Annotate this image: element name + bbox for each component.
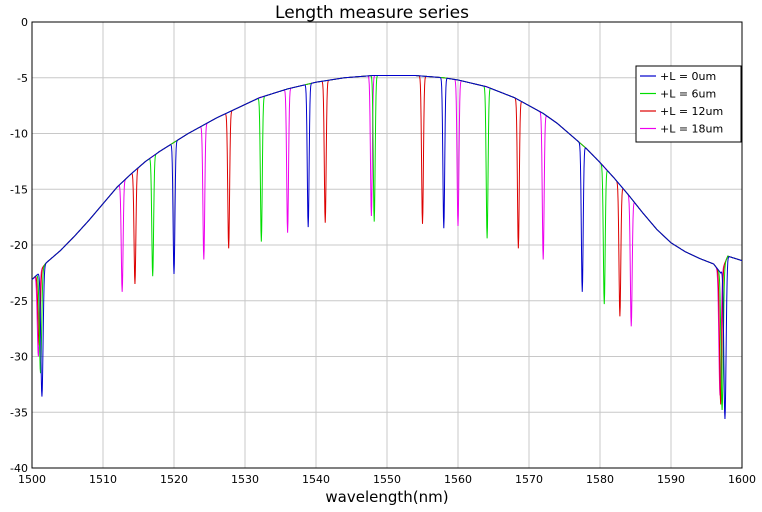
y-tick-labels: 0 -5 -10 -15 -20 -25 -30 -35 -40 [10, 16, 28, 475]
y-tick-label: -20 [10, 239, 28, 252]
legend-entry: +L = 6um [660, 88, 716, 101]
y-tick-label: 0 [21, 16, 28, 29]
y-tick-label: -10 [10, 128, 28, 141]
x-tick-label: 1570 [515, 473, 543, 486]
y-tick-label: -40 [10, 462, 28, 475]
x-tick-label: 1540 [302, 473, 330, 486]
y-tick-label: -35 [10, 406, 28, 419]
y-tick-label: -30 [10, 351, 28, 364]
y-tick-label: -25 [10, 295, 28, 308]
legend-entry: +L = 12um [660, 105, 723, 118]
x-tick-label: 1580 [586, 473, 614, 486]
series-line-0 [31, 75, 743, 419]
x-axis-label: wavelength(nm) [325, 488, 448, 506]
y-tick-label: -15 [10, 183, 28, 196]
legend-entry: +L = 18um [660, 123, 723, 136]
x-tick-label: 1530 [231, 473, 259, 486]
x-tick-label: 1550 [373, 473, 401, 486]
x-tick-label: 1520 [160, 473, 188, 486]
plot-frame [31, 21, 743, 469]
y-tick-label: -5 [17, 72, 28, 85]
legend-box [635, 65, 742, 143]
series-group [31, 75, 743, 419]
x-tick-label: 1600 [728, 473, 756, 486]
legend: +L = 0um +L = 6um +L = 12um +L = 18um [635, 65, 742, 143]
x-tick-label: 1510 [89, 473, 117, 486]
chart-title: Length measure series [275, 3, 469, 23]
x-tick-labels: 1500 1510 1520 1530 1540 1550 1560 1570 1580 1590… [18, 473, 756, 486]
legend-entry: +L = 0um [660, 70, 716, 83]
x-tick-label: 1590 [657, 473, 685, 486]
x-tick-label: 1560 [444, 473, 472, 486]
x-tick-label: 1500 [18, 473, 46, 486]
